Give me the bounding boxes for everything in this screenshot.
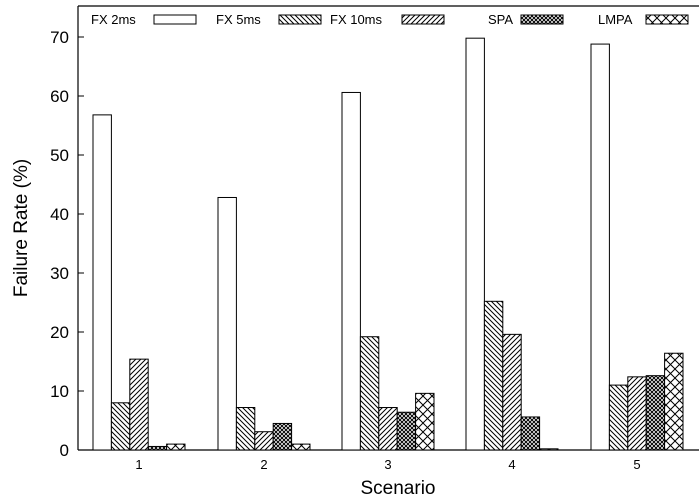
y-axis-ticks: 0 10 20 30 40 50 60 70 — [50, 28, 84, 460]
bar — [520, 416, 541, 451]
bar — [359, 336, 380, 451]
bar — [378, 407, 398, 451]
bar — [147, 445, 168, 451]
x-tick-label: 3 — [384, 457, 391, 472]
bar — [254, 431, 274, 451]
legend-swatch — [153, 14, 197, 25]
bar — [217, 196, 237, 451]
bar — [291, 443, 311, 451]
legend-swatch — [278, 14, 322, 25]
y-tick-label: 50 — [50, 146, 69, 165]
bar — [590, 43, 610, 451]
legend-swatch — [645, 14, 689, 25]
legend-label: FX 5ms — [216, 12, 261, 27]
bar — [92, 114, 112, 451]
bar — [483, 300, 504, 451]
bar — [465, 37, 485, 451]
bar — [396, 411, 417, 451]
bar — [166, 443, 186, 451]
bar — [539, 448, 559, 451]
legend-swatch — [401, 14, 445, 25]
legend-swatch — [520, 14, 564, 25]
x-axis-title: Scenario — [361, 478, 436, 499]
x-tick-label: 4 — [508, 457, 515, 472]
bar — [110, 402, 131, 451]
y-tick-label: 60 — [50, 87, 69, 106]
bar — [645, 375, 666, 451]
legend: FX 2ms FX 5ms FX 10ms SPA LMPA — [91, 12, 689, 27]
y-tick-label: 0 — [60, 441, 69, 460]
legend-label: LMPA — [598, 12, 633, 27]
legend-label: FX 2ms — [91, 12, 136, 27]
bar — [627, 376, 647, 451]
bar — [341, 91, 361, 451]
legend-label: SPA — [488, 12, 513, 27]
x-tick-label: 2 — [260, 457, 267, 472]
bar — [608, 384, 629, 451]
bar — [272, 422, 293, 451]
bar-series — [92, 37, 684, 451]
y-tick-label: 40 — [50, 205, 69, 224]
bar — [235, 407, 256, 451]
bar — [664, 352, 684, 451]
bar — [502, 333, 522, 451]
x-tick-label: 1 — [135, 457, 142, 472]
y-tick-label: 10 — [50, 382, 69, 401]
bar — [129, 358, 149, 451]
bar — [415, 392, 435, 451]
y-tick-label: 20 — [50, 323, 69, 342]
y-axis-title: Failure Rate (%) — [11, 159, 32, 297]
x-tick-label: 5 — [633, 457, 640, 472]
y-tick-label: 70 — [50, 28, 69, 47]
y-tick-label: 30 — [50, 264, 69, 283]
legend-label: FX 10ms — [330, 12, 383, 27]
